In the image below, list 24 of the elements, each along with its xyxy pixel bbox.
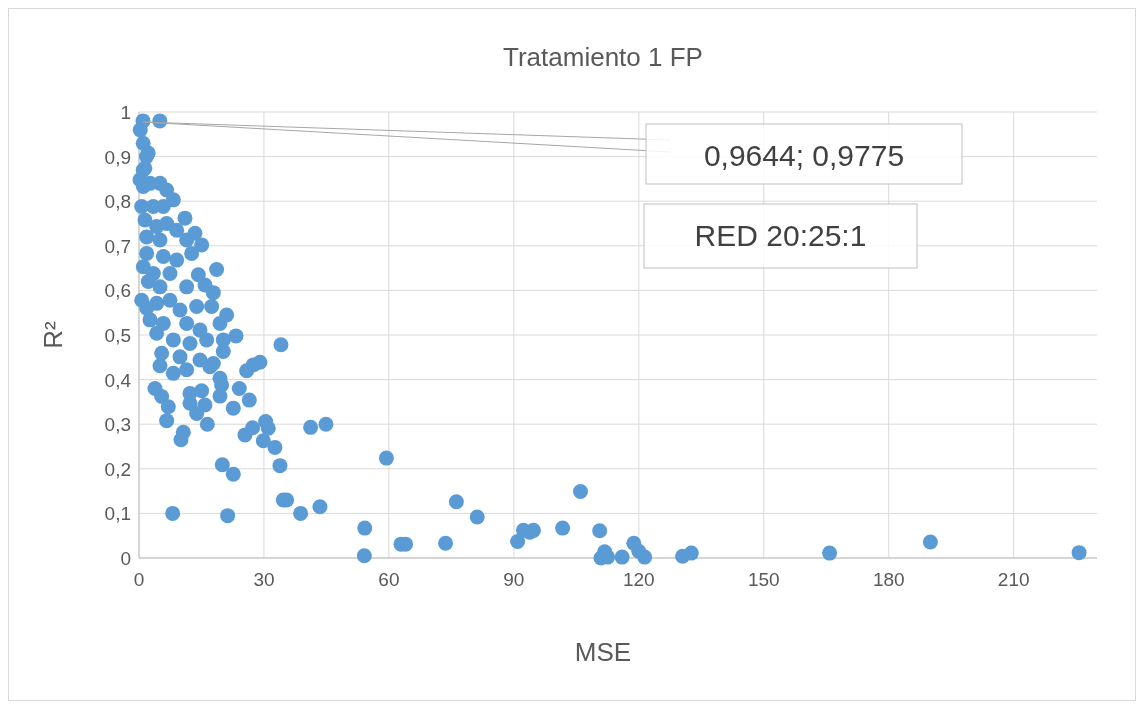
x-axis-title: MSE <box>574 637 632 667</box>
y-tick-label: 0,6 <box>104 280 131 302</box>
x-tick-label: 210 <box>997 569 1030 590</box>
y-tick-label: 0 <box>120 548 131 569</box>
y-tick-label: 0,7 <box>104 235 131 257</box>
x-tick-label: 150 <box>747 569 780 590</box>
y-tick-label: 1 <box>120 102 131 123</box>
y-tick-label: 0,8 <box>104 191 131 213</box>
y-tick-label: 0,5 <box>104 325 131 346</box>
y-tick-label: 0,9 <box>104 146 131 168</box>
y-tick-label: 0,1 <box>104 503 131 525</box>
x-tick-label: 120 <box>622 569 655 590</box>
chart-title: Tratamiento 1 FP <box>503 42 703 72</box>
y-tick-label: 0,2 <box>104 458 131 480</box>
x-tick-label: 0 <box>133 569 145 590</box>
annotation: 0,9644; 0,9775 <box>703 139 905 172</box>
annotation: RED 20:25:1 <box>694 219 867 252</box>
x-tick-label: 90 <box>503 569 525 590</box>
x-tick-label: 180 <box>872 569 905 590</box>
y-axis-title: R² <box>38 320 68 349</box>
x-tick-label: 30 <box>253 569 275 590</box>
y-tick-label: 0,4 <box>104 369 132 391</box>
x-tick-label: 60 <box>378 569 400 590</box>
y-tick-label: 0,3 <box>104 414 131 436</box>
